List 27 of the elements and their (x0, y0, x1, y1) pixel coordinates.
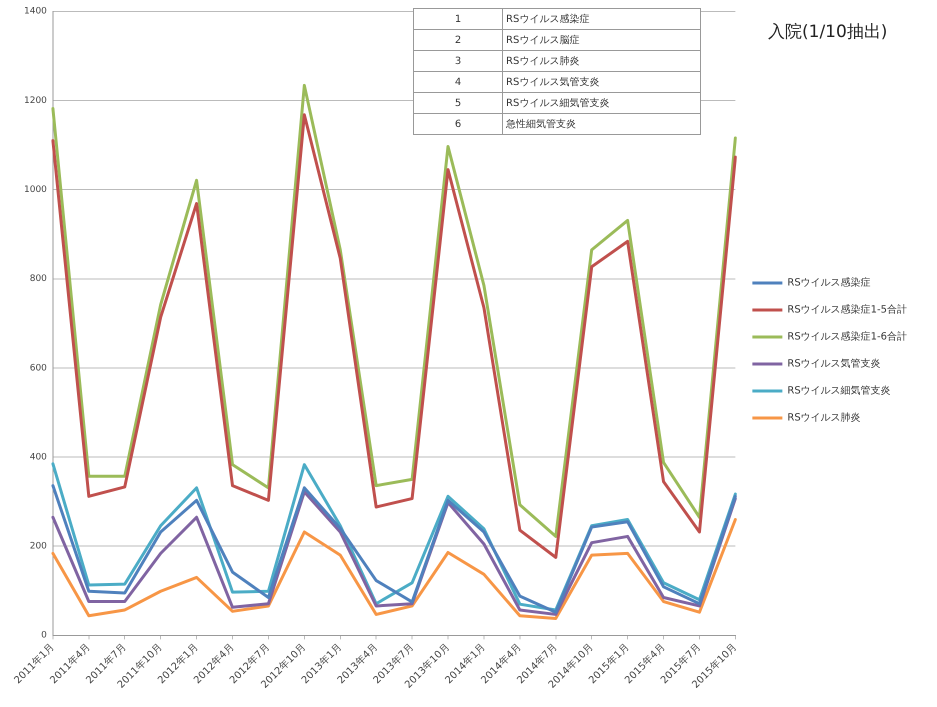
annotation: RSウイルス気管支炎 (506, 77, 600, 88)
annotation: 6 (454, 118, 462, 130)
annotation: 1 (454, 14, 462, 24)
legend-label: RSウイルス細気管支炎 (787, 384, 891, 397)
annotation: 3 (454, 56, 462, 66)
y-tick-label: 1000 (24, 185, 48, 196)
legend-label: RSウイルス感染症1-5合計 (787, 304, 908, 316)
annotation: 2 (454, 34, 462, 46)
annotation: 4 (454, 76, 462, 88)
y-tick-label: 400 (30, 452, 48, 462)
annotation: RSウイルス脳症 (506, 35, 580, 46)
annotation: RSウイルス感染症 (506, 14, 590, 25)
y-tick-label: 800 (30, 274, 48, 284)
annotation: 5 (454, 98, 462, 108)
legend-label: RSウイルス肺炎 (787, 412, 861, 424)
annotation: RSウイルス細気管支炎 (506, 98, 610, 109)
legend-label: RSウイルス感染症 (787, 276, 871, 289)
legend-label: RSウイルス気管支炎 (787, 358, 881, 370)
y-tick-label: 600 (30, 363, 48, 374)
legend-label: RSウイルス感染症1-6合計 (787, 330, 908, 343)
annotation: RSウイルス肺炎 (506, 56, 580, 67)
annotation: 急性細気管支炎 (506, 119, 576, 130)
y-tick-label: 1200 (24, 96, 48, 106)
text: 入院(1/10抽出) (768, 21, 888, 43)
y-tick-label: 0 (41, 630, 48, 641)
y-tick-label: 200 (30, 542, 48, 552)
y-tick-label: 1400 (24, 6, 48, 17)
